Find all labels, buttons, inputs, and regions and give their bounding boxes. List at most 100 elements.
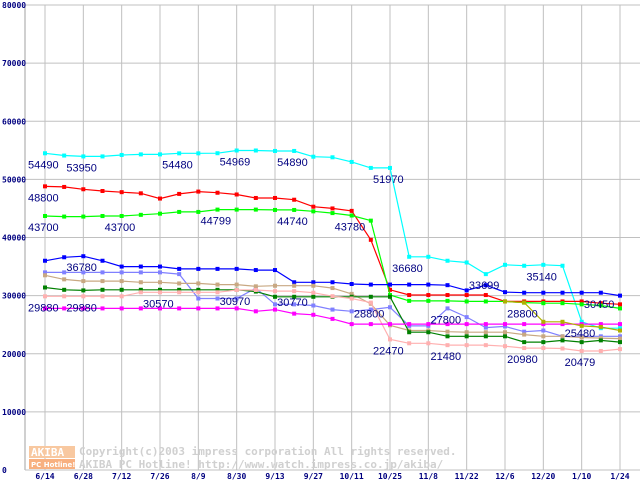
- data-point: [598, 303, 603, 308]
- data-point: [177, 151, 182, 156]
- data-point: [618, 347, 622, 352]
- x-tick-label: 11/22: [455, 472, 479, 480]
- data-point: [503, 334, 507, 339]
- data-label: 48800: [28, 192, 59, 204]
- data-point: [234, 296, 239, 301]
- x-axis-ticks: 6/14 6/28 7/12 7/26 8/9 8/30 9/13 9/27 10/11 10/2…: [35, 472, 629, 480]
- data-point: [273, 294, 277, 299]
- data-point: [100, 189, 105, 193]
- data-point: [560, 338, 565, 343]
- data-point: [618, 336, 622, 341]
- data-point: [483, 293, 488, 298]
- logo-top: AKIBA: [31, 446, 64, 459]
- data-point: [368, 282, 373, 287]
- data-point: [311, 290, 316, 295]
- grid: [24, 4, 640, 471]
- data-point: [62, 306, 67, 311]
- data-point: [445, 334, 450, 339]
- data-point: [81, 306, 86, 311]
- data-point: [100, 294, 105, 299]
- data-label: 22470: [373, 345, 404, 357]
- data-point: [292, 302, 297, 307]
- y-axis-ticks: 0 10000 20000 30000 40000 50000 60000 70000 8000…: [2, 1, 26, 475]
- data-point: [426, 341, 431, 346]
- data-point: [407, 322, 412, 327]
- data-point: [618, 328, 622, 333]
- data-point: [196, 290, 201, 295]
- data-point: [330, 206, 335, 211]
- data-point: [119, 306, 124, 311]
- data-point: [234, 282, 239, 287]
- data-point: [43, 285, 47, 290]
- data-point: [503, 299, 507, 304]
- data-point: [330, 307, 335, 312]
- data-label: 54890: [277, 157, 308, 169]
- data-point: [158, 270, 162, 275]
- data-label: 27800: [431, 314, 462, 326]
- data-point: [234, 207, 239, 212]
- data-point: [349, 296, 354, 301]
- data-point: [81, 154, 86, 159]
- data-point: [215, 287, 220, 292]
- data-point: [311, 303, 316, 308]
- data-point: [43, 270, 47, 275]
- data-point: [119, 213, 124, 218]
- data-point: [464, 330, 469, 335]
- data-point: [579, 319, 584, 324]
- data-point: [349, 291, 354, 296]
- data-point: [560, 263, 565, 268]
- data-point: [62, 214, 67, 219]
- data-point: [464, 293, 469, 298]
- data-point: [292, 283, 297, 288]
- data-point: [503, 322, 507, 327]
- x-tick-label: 7/26: [150, 472, 169, 480]
- data-point: [158, 290, 162, 295]
- data-label: 21480: [431, 351, 462, 363]
- data-point: [62, 184, 67, 189]
- x-tick-label: 1/10: [572, 472, 591, 480]
- data-point: [407, 293, 412, 298]
- data-point: [100, 270, 105, 275]
- data-point: [119, 264, 124, 269]
- data-point: [119, 152, 124, 157]
- data-point: [177, 287, 182, 292]
- data-point: [253, 195, 258, 200]
- data-label: 29880: [28, 302, 59, 314]
- data-point: [138, 290, 143, 295]
- data-point: [426, 322, 431, 327]
- data-point: [560, 334, 565, 339]
- data-point: [445, 306, 450, 311]
- y-tick-label: 30000: [2, 292, 26, 301]
- data-point: [62, 287, 67, 292]
- data-point: [598, 336, 603, 341]
- data-point: [618, 326, 622, 331]
- series-lines: [43, 148, 622, 353]
- y-tick-label: 80000: [2, 1, 26, 10]
- data-point: [215, 282, 220, 287]
- data-point: [503, 324, 507, 329]
- series-pink: [43, 287, 622, 353]
- data-point: [330, 211, 335, 216]
- data-point: [273, 195, 277, 200]
- data-point: [292, 289, 297, 294]
- data-point: [368, 294, 373, 299]
- data-point: [158, 280, 162, 285]
- data-point: [119, 294, 124, 299]
- data-point: [445, 343, 450, 348]
- data-point: [464, 299, 469, 304]
- data-point: [253, 287, 258, 292]
- data-label: 35140: [526, 272, 557, 284]
- data-point: [560, 301, 565, 306]
- data-point: [579, 335, 584, 340]
- x-tick-label: 12/6: [495, 472, 514, 480]
- data-point: [81, 270, 86, 275]
- data-point: [368, 300, 373, 305]
- data-point: [483, 272, 488, 277]
- data-point: [158, 287, 162, 292]
- data-point: [349, 213, 354, 218]
- data-point: [464, 322, 469, 327]
- data-point: [273, 302, 277, 307]
- data-label: 30450: [584, 299, 615, 311]
- data-point: [311, 280, 316, 285]
- data-point: [119, 279, 124, 284]
